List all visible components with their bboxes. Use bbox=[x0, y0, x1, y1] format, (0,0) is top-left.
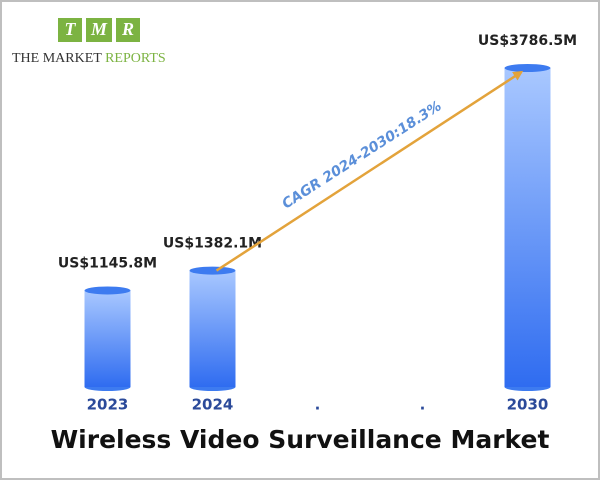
cagr-arrow bbox=[215, 70, 524, 272]
x-tick-label: 2024 bbox=[192, 396, 234, 414]
x-tick-label: 2023 bbox=[87, 396, 129, 414]
logo-name: THE MARKET REPORTS bbox=[12, 51, 166, 66]
bar bbox=[189, 270, 236, 387]
bar-cap bbox=[189, 266, 236, 275]
logo-letter: T bbox=[65, 19, 77, 39]
logo: T M R THE MARKET REPORTS bbox=[12, 18, 166, 66]
value-label: US$1145.8M bbox=[58, 255, 157, 271]
logo-name-main: THE MARKET bbox=[12, 51, 102, 66]
value-label: US$1382.1M bbox=[163, 236, 262, 252]
bar-cap bbox=[84, 286, 131, 295]
value-label: US$3786.5M bbox=[478, 33, 577, 49]
x-tick-label: . bbox=[420, 396, 426, 414]
logo-box bbox=[116, 18, 140, 42]
bar-cap bbox=[504, 64, 551, 72]
logo-letter: R bbox=[121, 19, 134, 39]
logo-letter: M bbox=[90, 19, 108, 39]
logo-box bbox=[86, 18, 112, 42]
x-tick-label: 2030 bbox=[507, 396, 549, 414]
bar bbox=[504, 68, 551, 387]
logo-name-accent: REPORTS bbox=[105, 51, 166, 66]
x-tick-label: . bbox=[315, 396, 321, 414]
logo-box bbox=[58, 18, 82, 42]
chart-title: Wireless Video Surveillance Market bbox=[51, 425, 550, 454]
bar bbox=[84, 290, 131, 387]
